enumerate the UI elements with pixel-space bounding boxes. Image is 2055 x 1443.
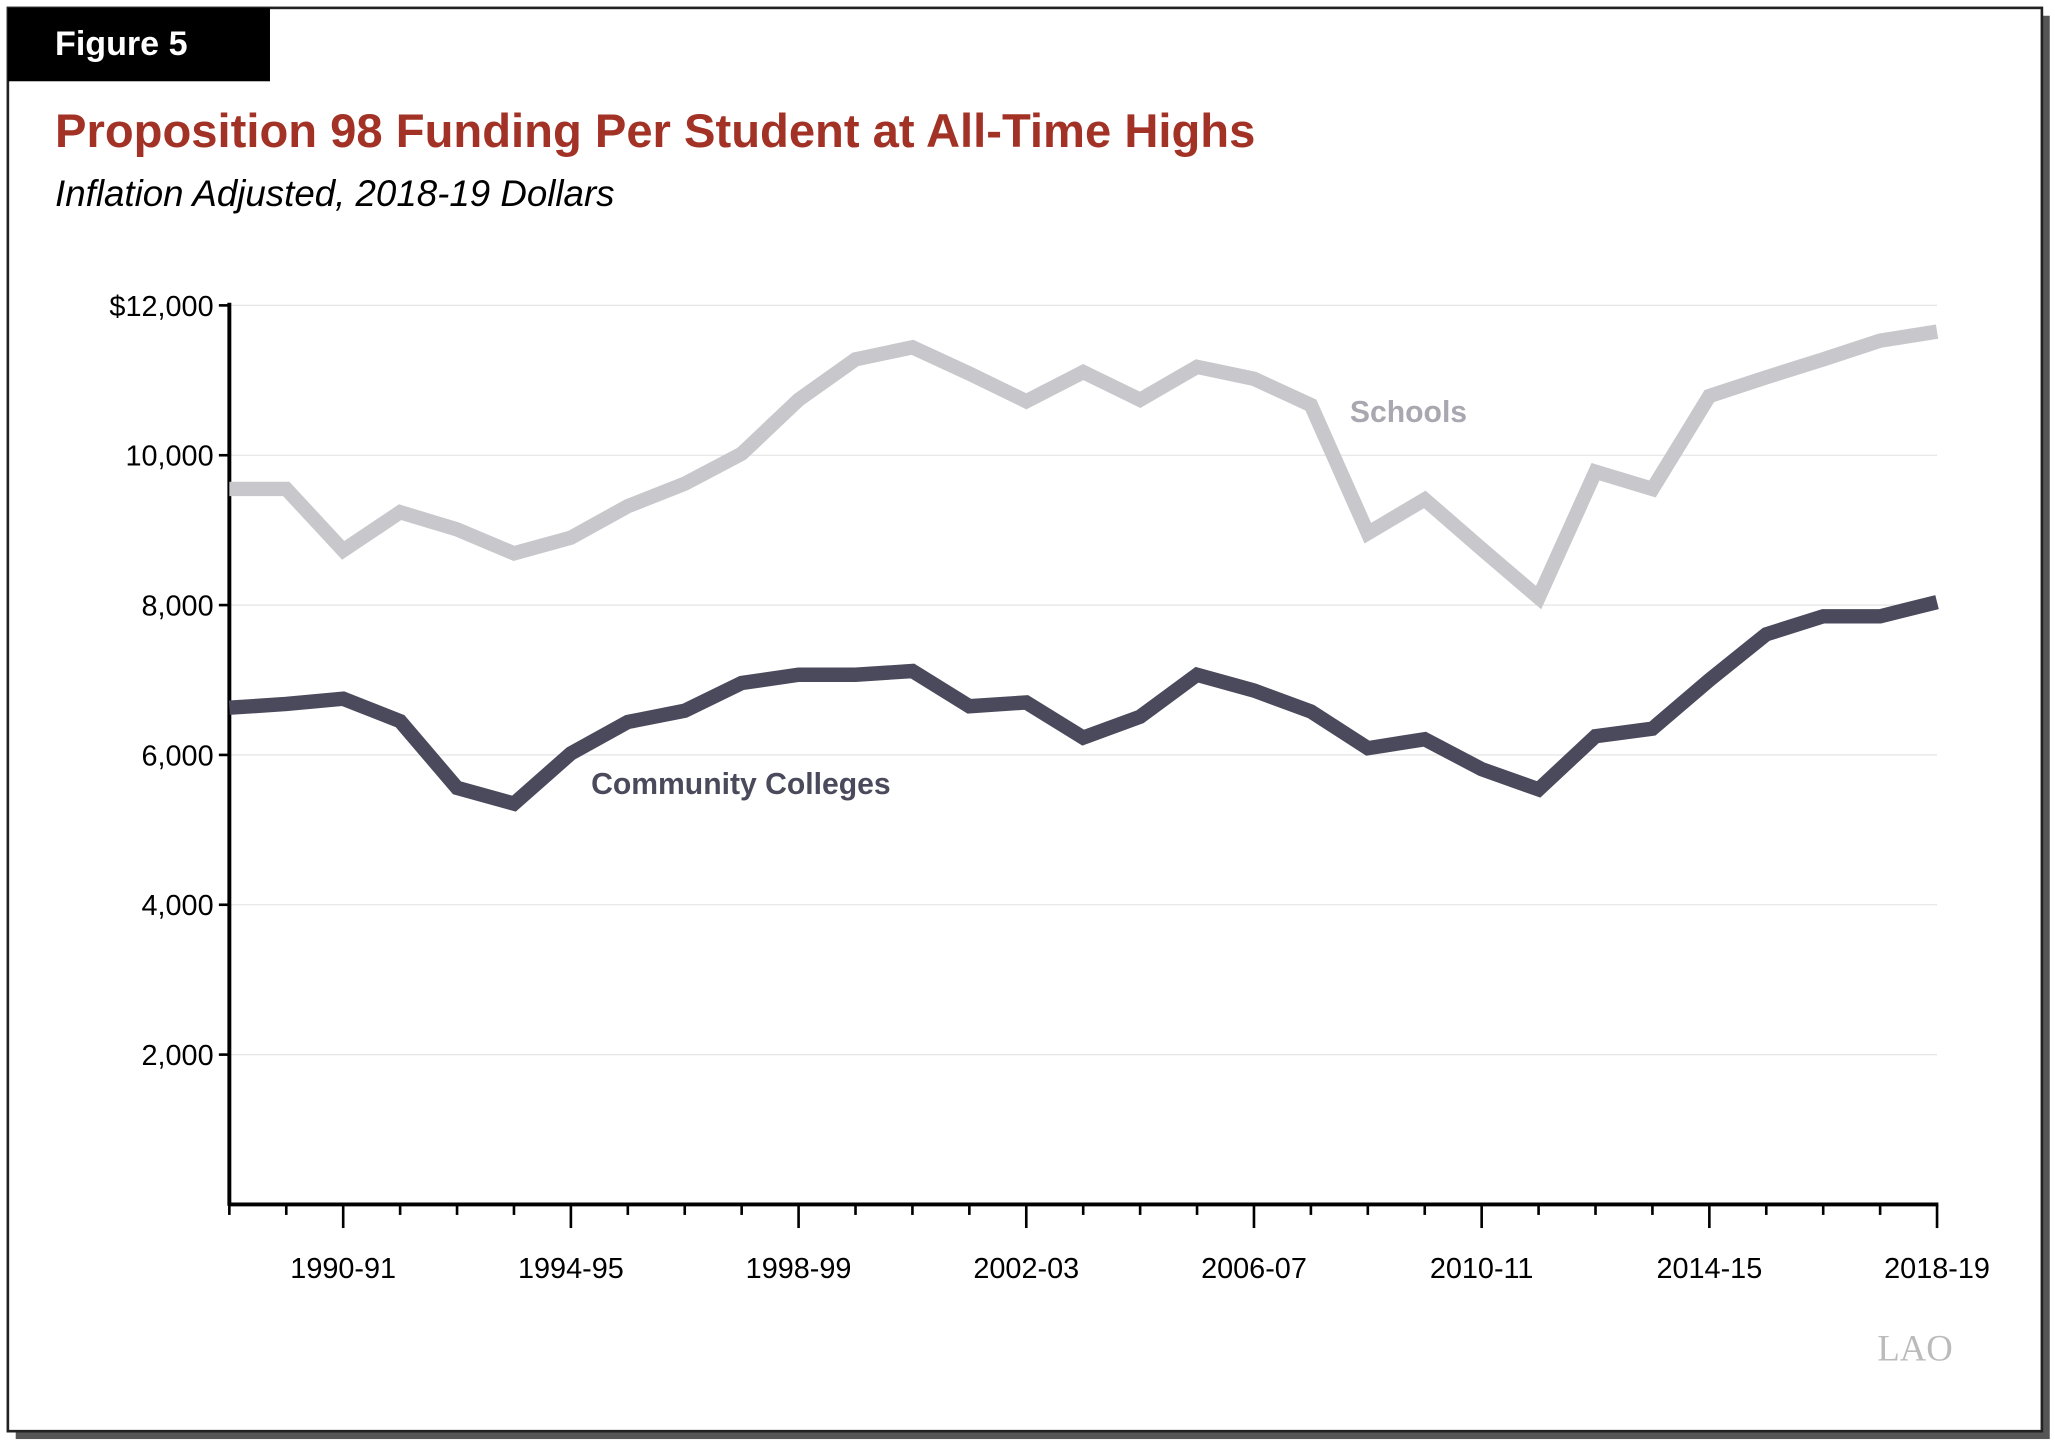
figure-label: Figure 5 [55,25,188,63]
figure-tab [7,7,270,82]
x-tick-label: 2006-07 [1201,1253,1307,1285]
x-tick-label: 2014-15 [1656,1253,1762,1285]
y-tick-label: 4,000 [141,890,213,922]
series-line [229,324,1939,610]
y-tick-label: 8,000 [141,591,213,623]
y-tick-label: $12,000 [109,291,213,323]
x-tick-label: 2002-03 [973,1253,1079,1285]
series-label: Community Colleges [591,768,891,801]
y-tick-label: 6,000 [141,740,213,772]
logo: LAO [1877,1327,1952,1368]
plot-area: 2,000 4,000 6,000 8,000 10,000 $12,000 1990-91… [109,291,1990,1285]
x-tick-label: 1994-95 [518,1253,624,1285]
x-tick-label: 2018-19 [1884,1253,1990,1285]
chart-title: Proposition 98 Funding Per Student at Al… [55,104,1255,157]
series-label: Schools [1350,396,1467,429]
y-tick-label: 10,000 [125,441,213,473]
x-tick-label: 1990-91 [290,1253,396,1285]
y-tick-label: 2,000 [141,1040,213,1072]
x-tick-label: 1998-99 [746,1253,852,1285]
chart-subtitle: Inflation Adjusted, 2018-19 Dollars [55,173,614,214]
x-tick-label: 2010-11 [1430,1253,1534,1285]
frame [6,6,2044,1433]
series-line [228,595,1939,812]
